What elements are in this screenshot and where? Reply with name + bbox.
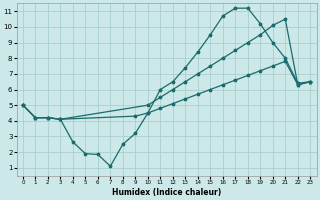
X-axis label: Humidex (Indice chaleur): Humidex (Indice chaleur) — [112, 188, 221, 197]
